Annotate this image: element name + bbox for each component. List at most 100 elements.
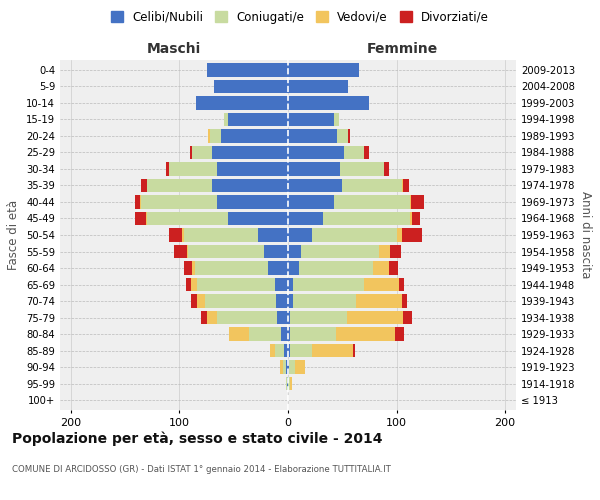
Bar [217,311,277,324]
Bar [389,261,398,275]
Bar [289,360,295,374]
Bar [186,278,191,291]
Bar [403,178,409,192]
Bar [135,212,146,226]
Bar [284,344,288,358]
Text: Femmine: Femmine [367,42,437,56]
Bar [403,311,412,324]
Bar [221,129,288,142]
Bar [383,162,389,175]
Bar [410,195,424,209]
Bar [217,162,288,175]
Bar [288,162,340,175]
Bar [146,212,147,226]
Bar [288,261,299,275]
Bar [390,244,401,258]
Bar [249,328,281,341]
Bar [193,261,194,275]
Bar [208,129,210,142]
Bar [140,195,142,209]
Bar [402,228,422,242]
Bar [194,261,268,275]
Bar [277,311,288,324]
Bar [402,294,407,308]
Bar [288,178,342,192]
Bar [348,129,350,142]
Bar [397,228,402,242]
Bar [257,228,288,242]
Bar [210,129,221,142]
Bar [373,261,389,275]
Bar [187,244,188,258]
Bar [283,360,286,374]
Bar [212,146,288,159]
Bar [288,377,290,390]
Bar [276,294,288,308]
Bar [288,112,334,126]
Bar [280,360,283,374]
Bar [340,162,383,175]
Bar [193,146,212,159]
Bar [196,96,288,110]
Bar [217,195,288,209]
Y-axis label: Anni di nascita: Anni di nascita [579,192,592,278]
Bar [206,311,217,324]
Bar [337,129,348,142]
Bar [288,311,290,324]
Bar [287,377,288,390]
Bar [364,278,399,291]
Bar [197,294,205,308]
Bar [286,377,287,390]
Bar [293,278,364,291]
Bar [197,278,275,291]
Bar [182,228,184,242]
Bar [290,377,292,390]
Bar [169,162,217,175]
Bar [290,328,336,341]
Bar [288,328,290,341]
Bar [299,261,373,275]
Bar [269,344,275,358]
Bar [191,278,197,291]
Bar [288,96,370,110]
Bar [288,129,337,142]
Bar [275,344,284,358]
Bar [142,195,217,209]
Bar [290,311,347,324]
Bar [402,178,403,192]
Bar [288,294,293,308]
Text: COMUNE DI ARCIDOSSO (GR) - Dati ISTAT 1° gennaio 2014 - Elaborazione TUTTITALIA.: COMUNE DI ARCIDOSSO (GR) - Dati ISTAT 1°… [12,466,391,474]
Bar [174,244,187,258]
Bar [288,360,289,374]
Text: Popolazione per età, sesso e stato civile - 2014: Popolazione per età, sesso e stato civil… [12,431,383,446]
Bar [212,178,288,192]
Bar [190,146,193,159]
Bar [288,212,323,226]
Text: Maschi: Maschi [147,42,201,56]
Legend: Celibi/Nubili, Coniugati/e, Vedovi/e, Divorziati/e: Celibi/Nubili, Coniugati/e, Vedovi/e, Di… [106,6,494,28]
Bar [395,328,404,341]
Bar [323,212,410,226]
Bar [288,344,290,358]
Bar [356,294,402,308]
Bar [288,278,293,291]
Bar [336,328,395,341]
Bar [288,244,301,258]
Bar [184,261,193,275]
Bar [228,112,288,126]
Y-axis label: Fasce di età: Fasce di età [7,200,20,270]
Bar [290,344,312,358]
Bar [353,344,355,358]
Bar [342,178,402,192]
Bar [205,294,276,308]
Bar [288,195,334,209]
Bar [344,146,364,159]
Bar [201,311,206,324]
Bar [191,294,197,308]
Bar [224,112,228,126]
Bar [347,311,403,324]
Bar [288,146,344,159]
Bar [184,228,257,242]
Bar [293,294,356,308]
Bar [229,328,249,341]
